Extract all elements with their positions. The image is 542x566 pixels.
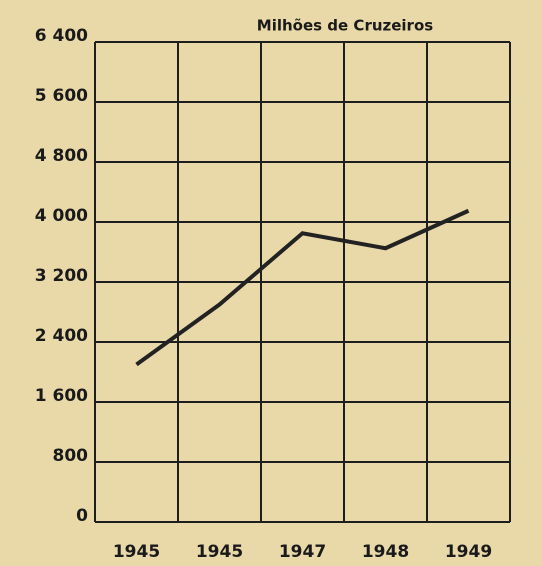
x-tick-label: 1948 [362, 542, 409, 562]
y-tick-label: 3 200 [35, 266, 88, 286]
y-tick-label: 5 600 [35, 86, 88, 106]
data-line [135, 208, 470, 367]
x-tick-label: 1949 [445, 542, 492, 562]
chart-title: Milhões de Cruzeiros [257, 17, 433, 35]
y-tick-label: 1 600 [35, 386, 88, 406]
x-tick-label: 1945 [113, 542, 160, 562]
y-tick-label: 6 400 [35, 26, 88, 46]
x-tick-label: 1947 [279, 542, 326, 562]
y-tick-label: 800 [53, 446, 89, 466]
y-tick-label: 4 000 [35, 206, 88, 226]
y-tick-label: 4 800 [35, 146, 88, 166]
y-tick-label: 0 [76, 506, 88, 526]
y-tick-label: 2 400 [35, 326, 88, 346]
x-tick-label: 1945 [196, 542, 243, 562]
